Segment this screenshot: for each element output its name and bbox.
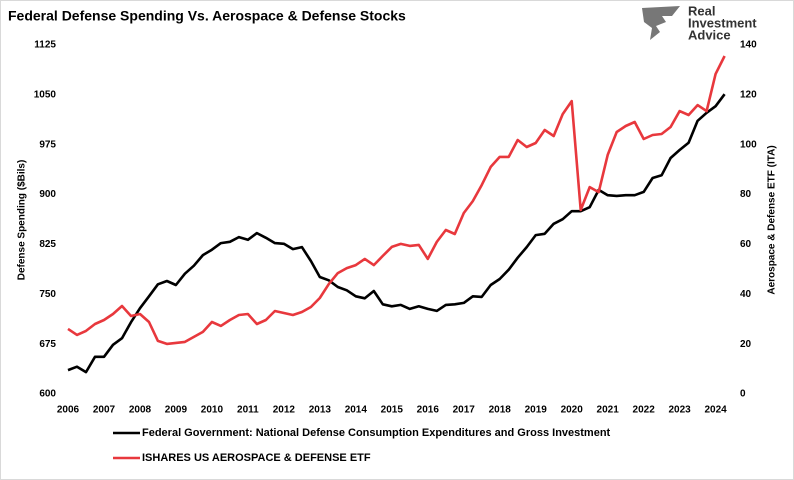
chart-title: Federal Defense Spending Vs. Aerospace &…	[8, 8, 406, 24]
y2-tick-label: 80	[740, 189, 752, 200]
x-tick-label: 2014	[345, 405, 368, 416]
y-tick-label: 600	[39, 389, 56, 400]
logo: Real Investment Advice	[642, 3, 757, 42]
y-tick-label: 1050	[34, 89, 57, 100]
x-tick-label: 2019	[525, 405, 548, 416]
logo-text: Advice	[688, 27, 731, 42]
y2-tick-label: 20	[740, 339, 752, 350]
x-tick-label: 2021	[597, 405, 620, 416]
y2-tick-label: 60	[740, 239, 752, 250]
y-tick-label: 750	[39, 289, 56, 300]
y-tick-label: 900	[39, 189, 56, 200]
logo-text: Real	[688, 3, 715, 18]
y-tick-label: 825	[39, 239, 56, 250]
y2-tick-label: 100	[740, 139, 757, 150]
legend-label: ISHARES US AEROSPACE & DEFENSE ETF	[142, 452, 371, 464]
y-tick-label: 675	[39, 339, 56, 350]
x-tick-label: 2024	[704, 405, 727, 416]
x-tick-label: 2015	[381, 405, 404, 416]
x-tick-label: 2011	[237, 405, 259, 416]
x-tick-label: 2008	[129, 405, 152, 416]
x-tick-label: 2007	[93, 405, 116, 416]
x-tick-label: 2017	[453, 405, 476, 416]
legend-label: Federal Government: National Defense Con…	[142, 427, 611, 439]
y2-tick-label: 140	[740, 40, 757, 51]
x-tick-label: 2023	[669, 405, 692, 416]
x-tick-label: 2012	[273, 405, 296, 416]
x-tick-label: 2013	[309, 405, 332, 416]
x-tick-label: 2018	[489, 405, 512, 416]
y2-tick-label: 40	[740, 289, 752, 300]
x-tick-label: 2022	[633, 405, 656, 416]
logo-icon	[642, 6, 680, 40]
x-tick-label: 2020	[561, 405, 584, 416]
y-tick-label: 1125	[34, 40, 56, 51]
x-tick-label: 2006	[57, 405, 80, 416]
x-tick-label: 2010	[201, 405, 224, 416]
y2-tick-label: 0	[740, 389, 746, 400]
x-tick-label: 2009	[165, 405, 188, 416]
x-tick-label: 2016	[417, 405, 440, 416]
series-line	[67, 93, 726, 374]
series-line	[67, 55, 726, 346]
y-tick-label: 975	[39, 139, 56, 150]
y2-axis-label: Aerospace & Defense ETF (ITA)	[767, 145, 778, 294]
y2-tick-label: 120	[740, 89, 757, 100]
logo-text: Investment	[688, 15, 757, 30]
y-axis-label: Defense Spending ($Bils)	[17, 160, 28, 281]
